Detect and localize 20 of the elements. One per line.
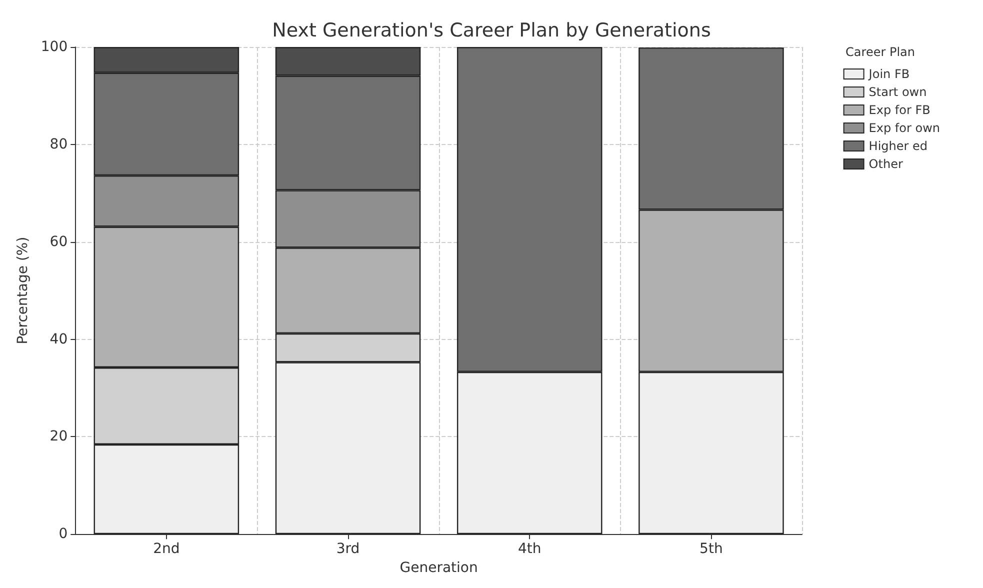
y-tick-label: 80 xyxy=(50,136,68,152)
x-tick-label: 5th xyxy=(700,541,723,558)
y-tick-label: 40 xyxy=(50,331,68,348)
legend-label: Start own xyxy=(868,85,927,99)
y-axis-title: Percentage (%) xyxy=(15,236,31,344)
y-tick-label: 0 xyxy=(58,526,68,542)
x-tick-label: 2nd xyxy=(153,541,180,558)
legend-title: Career Plan xyxy=(846,45,916,59)
x-axis-title: Generation xyxy=(400,560,478,576)
legend-label: Higher ed xyxy=(868,139,928,153)
legend-label: Other xyxy=(868,157,903,171)
legend-label: Join FB xyxy=(868,67,910,81)
y-tick-label: 60 xyxy=(50,234,68,250)
legend-label: Exp for FB xyxy=(868,103,930,117)
x-tick-label: 3rd xyxy=(336,541,360,558)
x-tick-label: 4th xyxy=(518,541,542,558)
y-tick-label: 20 xyxy=(50,428,68,445)
chart-title: Next Generation's Career Plan by Generations xyxy=(272,20,711,42)
legend-label: Exp for own xyxy=(868,121,940,135)
y-tick-label: 100 xyxy=(40,39,68,55)
